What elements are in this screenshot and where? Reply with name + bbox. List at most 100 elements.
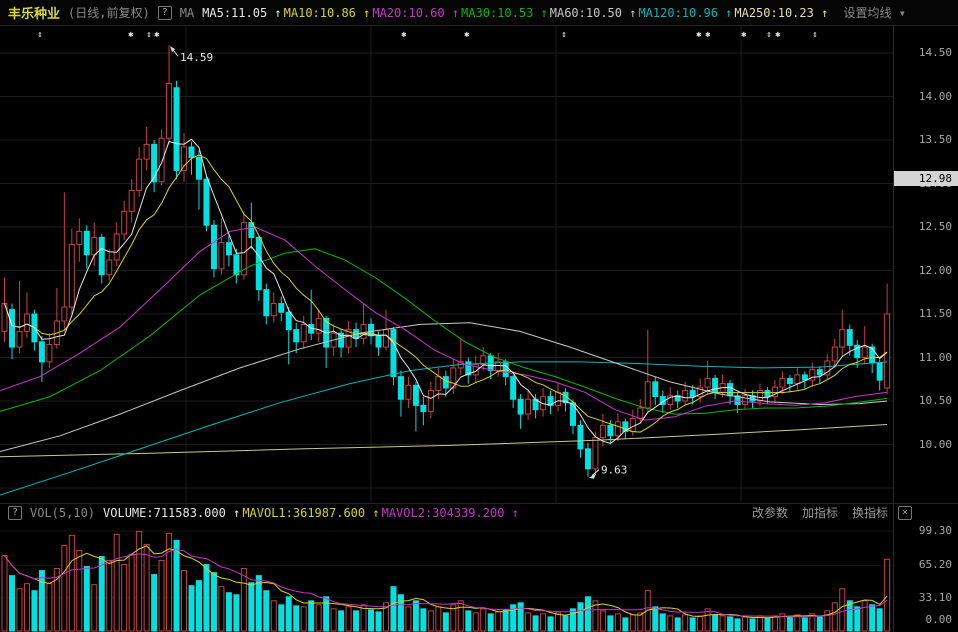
help-icon[interactable]: ? xyxy=(157,5,172,20)
ma-legend-item: MA30:10.53 ↑ xyxy=(461,5,548,20)
volume-bar xyxy=(188,585,195,632)
volume-bar xyxy=(435,606,442,632)
volume-bar xyxy=(218,586,225,632)
candle-body xyxy=(16,330,23,348)
param-button[interactable]: 换指标 xyxy=(851,506,888,520)
volume-bar xyxy=(158,560,165,632)
volume-bar xyxy=(652,606,659,632)
volume-bar xyxy=(345,606,352,632)
volume-bar xyxy=(420,608,427,632)
volume-bar xyxy=(61,544,68,632)
candle-body xyxy=(83,230,90,256)
volume-bar xyxy=(487,613,494,632)
candle-body xyxy=(412,384,419,406)
event-marker: ✱ xyxy=(705,30,711,40)
close-icon[interactable]: × xyxy=(898,505,912,520)
volume-bar xyxy=(614,613,621,632)
volume-bar xyxy=(323,596,330,632)
ma-legend-item: MA20:10.60 ↑ xyxy=(372,5,460,20)
volume-bar xyxy=(547,616,554,632)
volume-bar xyxy=(1,554,8,632)
volume-bar xyxy=(308,600,315,632)
volume-bar xyxy=(756,615,763,632)
volume-bar xyxy=(68,534,75,632)
volume-bar xyxy=(727,616,734,632)
volume-bar xyxy=(809,613,816,632)
candlestick-chart-canvas[interactable]: ↕ ✱ ↕ ✱ ✱ ✱ ↕ ✱ ✱ ✱ ↕ ✱ ↕14.599.63 xyxy=(0,26,893,503)
volume-bar xyxy=(465,610,472,632)
candle-body xyxy=(158,137,165,183)
vol-axis-label: 99.30 xyxy=(918,524,952,537)
volume-bar xyxy=(742,616,749,632)
candle-body xyxy=(816,369,823,376)
volume-bar xyxy=(442,612,449,632)
candle-body xyxy=(233,254,240,276)
volume-bar xyxy=(644,590,651,632)
event-marker: ✱ xyxy=(464,30,470,40)
volume-bar xyxy=(839,588,846,632)
ma-legend-item: MA120:10.96 ↑ xyxy=(638,5,733,20)
volume-bar xyxy=(719,615,726,632)
volume-bar xyxy=(106,560,113,632)
volume-bar xyxy=(38,570,45,632)
candle-body xyxy=(607,424,614,437)
event-marker: ↕ xyxy=(561,30,566,40)
candle-body xyxy=(584,448,591,470)
ma-legend-item: MA10:10.86 ↑ xyxy=(283,5,371,20)
help-icon[interactable]: ? xyxy=(8,505,22,520)
price-axis-label: 10.50 xyxy=(918,394,952,407)
candle-body xyxy=(46,343,53,363)
volume-bar xyxy=(353,610,360,632)
price-axis-label: 12.50 xyxy=(918,220,952,233)
price-axis-label: 12.00 xyxy=(918,263,952,277)
indicator-buttons: 改参数 加指标 换指标 xyxy=(752,504,888,521)
candle-body xyxy=(839,329,846,348)
volume-bar xyxy=(771,615,778,632)
candle-body xyxy=(360,323,367,339)
param-button[interactable]: 改参数 xyxy=(751,506,788,520)
volume-bar xyxy=(457,600,464,632)
volume-bar xyxy=(824,610,831,632)
candle-body xyxy=(801,374,808,381)
volume-bar xyxy=(181,570,188,632)
volume-bar xyxy=(285,596,292,632)
volume-bar xyxy=(734,618,741,632)
param-button[interactable]: 加指标 xyxy=(801,506,838,520)
ma-legend-item: MA5:11.05 ↑ xyxy=(202,5,282,20)
ma5-line xyxy=(4,138,888,444)
candle-body xyxy=(786,377,793,385)
candle-body xyxy=(225,242,232,256)
volume-bar xyxy=(330,608,337,632)
volume-bar xyxy=(263,590,270,632)
event-marker: ✱ xyxy=(775,30,781,40)
volume-bar xyxy=(876,608,883,632)
volume-bar xyxy=(869,604,876,632)
candle-body xyxy=(442,376,449,389)
event-marker: ↕ xyxy=(146,30,151,40)
candle-body xyxy=(809,369,816,381)
candle-body xyxy=(525,398,532,415)
volume-bar xyxy=(397,594,404,632)
candle-body xyxy=(23,313,30,332)
volume-bar xyxy=(248,582,255,632)
ma-settings-button[interactable]: 设置均线 ▾ xyxy=(844,4,958,21)
candle-body xyxy=(846,329,853,346)
volume-bar xyxy=(831,602,838,632)
price-axis-label: 11.00 xyxy=(918,350,952,364)
candle-body xyxy=(712,377,719,393)
candle-body xyxy=(345,329,352,348)
volume-bar xyxy=(816,616,823,632)
ma20-line xyxy=(0,226,888,421)
volume-bar xyxy=(555,612,562,632)
candle-body xyxy=(652,381,659,398)
chevron-down-icon: ▾ xyxy=(898,6,906,20)
event-marker: ↕ xyxy=(37,30,42,40)
candle-body xyxy=(734,395,741,405)
candle-body xyxy=(270,303,277,317)
volume-chart-canvas[interactable] xyxy=(0,520,893,632)
event-marker: ✱ xyxy=(154,30,160,40)
volume-bar xyxy=(338,610,345,632)
volume-bar xyxy=(412,600,419,632)
volume-bar xyxy=(31,590,38,632)
volume-bar xyxy=(779,613,786,632)
